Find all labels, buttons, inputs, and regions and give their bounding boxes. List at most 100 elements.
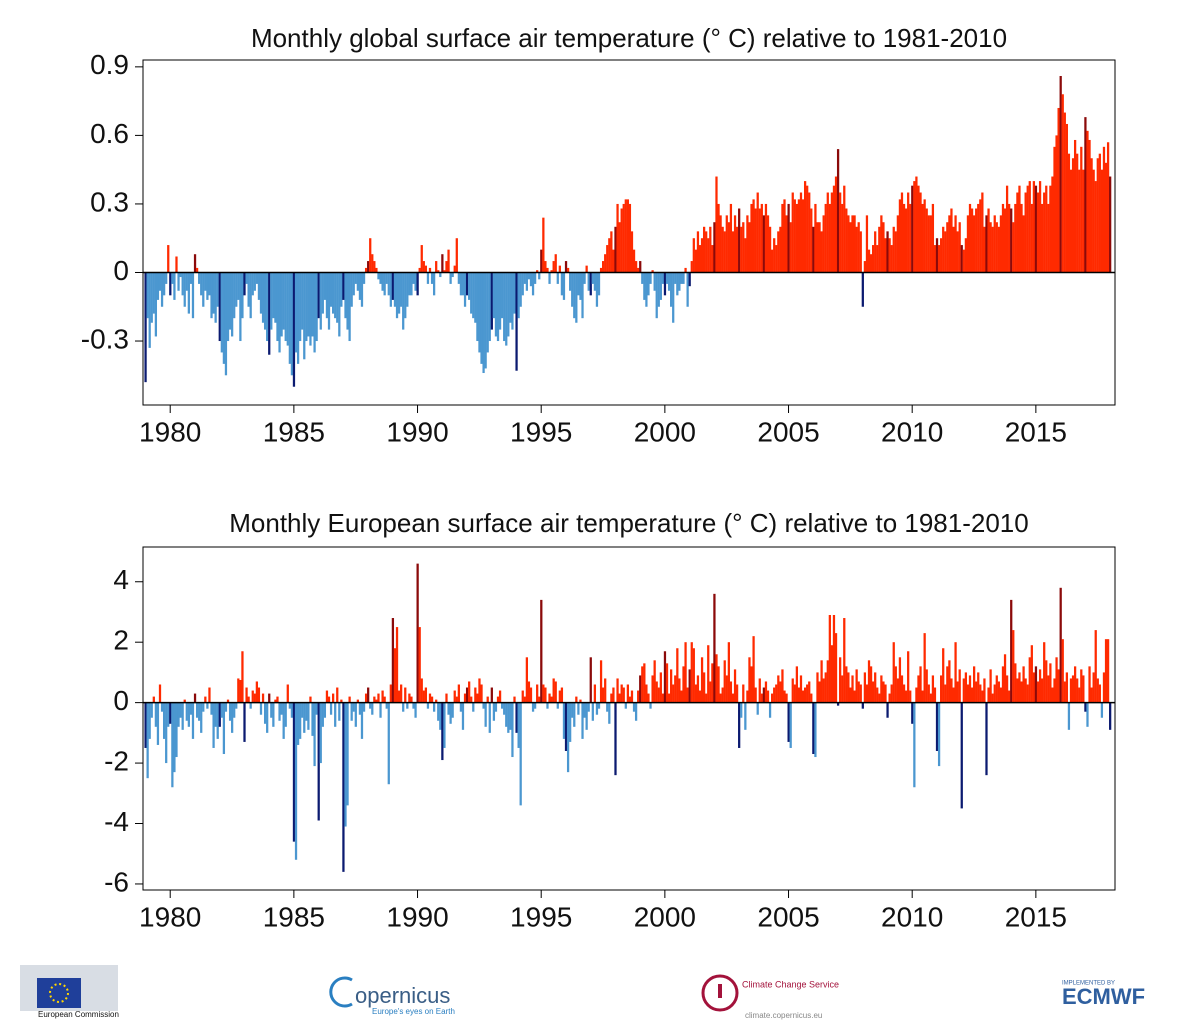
- bar: [960, 702, 963, 809]
- bar: [1014, 663, 1017, 703]
- bar: [1045, 185, 1048, 273]
- bar: [972, 666, 976, 703]
- bar: [144, 702, 147, 748]
- bar: [346, 702, 349, 806]
- bar: [787, 203, 790, 273]
- bar: [517, 272, 520, 319]
- bar: [288, 702, 291, 709]
- bar: [393, 648, 397, 703]
- bar: [402, 702, 405, 712]
- bar: [437, 270, 440, 273]
- bar: [729, 681, 733, 703]
- bar: [614, 702, 617, 776]
- bar: [709, 681, 712, 703]
- bar: [585, 265, 588, 273]
- bar: [1084, 702, 1087, 712]
- bar: [414, 272, 417, 291]
- bar: [853, 690, 856, 703]
- bar: [995, 675, 998, 703]
- bar: [507, 702, 510, 733]
- bar: [158, 272, 162, 291]
- bar: [964, 238, 968, 273]
- bar: [408, 693, 411, 703]
- bar: [334, 272, 337, 319]
- bar: [665, 663, 669, 703]
- bar: [655, 681, 658, 703]
- bar: [249, 272, 252, 319]
- bar: [379, 702, 382, 718]
- bar: [676, 648, 679, 703]
- bar: [878, 693, 881, 703]
- bar: [995, 222, 998, 273]
- bar: [888, 238, 891, 273]
- bar: [410, 696, 413, 703]
- bar: [832, 185, 836, 273]
- bar: [350, 702, 353, 721]
- bar: [218, 272, 221, 342]
- bar: [979, 684, 982, 703]
- bar: [354, 702, 357, 727]
- bar: [558, 265, 561, 273]
- bar: [581, 272, 584, 319]
- bar: [241, 651, 244, 703]
- bar: [538, 696, 541, 703]
- bar: [437, 702, 440, 721]
- bar: [412, 702, 415, 709]
- y-tick-label: 0: [113, 255, 129, 286]
- bar: [917, 185, 920, 273]
- bar: [641, 666, 644, 703]
- bar: [822, 215, 825, 273]
- bar: [263, 272, 267, 330]
- bar: [529, 272, 533, 287]
- bar: [381, 690, 384, 703]
- bar: [1078, 169, 1081, 273]
- bar: [443, 270, 446, 273]
- bar: [977, 672, 980, 703]
- bar: [284, 702, 287, 727]
- bar: [329, 272, 333, 307]
- bar: [731, 693, 735, 703]
- copernicus-logo: opernicus Europe's eyes on Earth: [329, 976, 455, 1016]
- bar: [484, 272, 487, 369]
- bar: [317, 702, 320, 821]
- ecmwf-text: ECMWF: [1062, 984, 1145, 1009]
- bar: [692, 648, 695, 703]
- bar: [307, 272, 310, 337]
- bar: [836, 149, 840, 273]
- bar: [156, 702, 160, 745]
- bar: [554, 254, 557, 273]
- bar: [872, 245, 875, 273]
- bar: [480, 684, 483, 703]
- bar: [1088, 139, 1091, 273]
- bar: [1038, 669, 1042, 703]
- bar: [1084, 117, 1087, 273]
- bar: [389, 684, 392, 703]
- bar: [498, 690, 502, 703]
- bar: [711, 663, 714, 703]
- bar: [620, 208, 623, 273]
- bar: [1045, 660, 1048, 703]
- bar: [1071, 675, 1075, 703]
- bar: [160, 702, 164, 712]
- x-tick-label: 1990: [386, 901, 448, 932]
- bar: [356, 272, 359, 291]
- bar: [202, 702, 205, 712]
- bar: [577, 272, 580, 296]
- bar: [321, 272, 324, 314]
- bar: [420, 245, 423, 273]
- bar: [443, 702, 446, 748]
- bar: [643, 663, 646, 703]
- bar: [531, 272, 535, 296]
- bar: [367, 687, 370, 703]
- bar: [946, 222, 949, 273]
- bar: [566, 702, 570, 773]
- bar: [360, 272, 364, 307]
- bar: [1076, 678, 1079, 703]
- bar: [1018, 185, 1021, 273]
- c3s-thermometer: [718, 984, 722, 998]
- bar: [639, 675, 642, 703]
- bar: [845, 666, 848, 703]
- bar: [587, 702, 590, 712]
- bar: [397, 272, 401, 314]
- bar: [344, 272, 347, 319]
